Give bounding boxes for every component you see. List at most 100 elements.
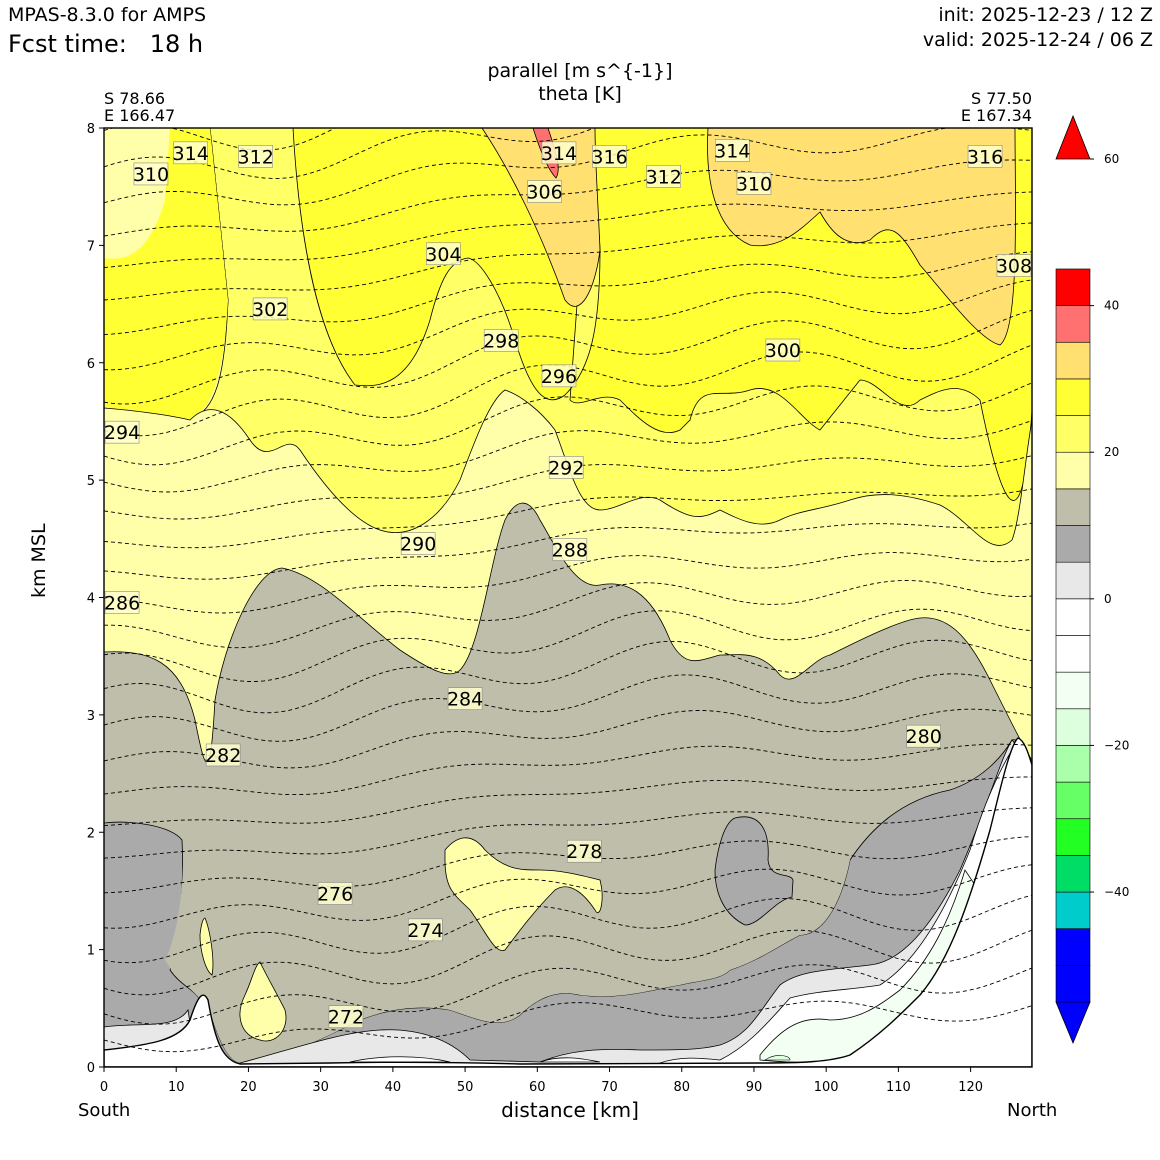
theta-label-text: 272 xyxy=(328,1007,364,1029)
theta-label-box xyxy=(548,456,584,479)
theta-label-text: 312 xyxy=(238,146,274,168)
theta-label-box xyxy=(736,172,772,195)
theta-label-text: 310 xyxy=(736,173,772,195)
right-endpoint-lon: E 167.34 xyxy=(960,106,1032,125)
fill-20-25-blob xyxy=(714,816,794,926)
colorbar-bin xyxy=(1055,891,1091,929)
theta-label-box xyxy=(714,139,750,162)
theta-label-box xyxy=(592,145,627,168)
theta-label-text: 298 xyxy=(483,331,519,353)
theta-label-300: 300 xyxy=(765,338,801,362)
terrain xyxy=(104,737,1032,1067)
theta-contour xyxy=(104,128,596,179)
theta-label-294: 294 xyxy=(104,420,140,444)
theta-label-box xyxy=(426,242,461,266)
theta-label-text: 286 xyxy=(104,592,140,614)
theta-label-text: 316 xyxy=(967,146,1003,168)
colorbar-bin xyxy=(1055,451,1091,490)
colorbar-tick-label: 0 xyxy=(1104,592,1112,606)
y-tick-label: 5 xyxy=(87,474,95,489)
theta-label-box xyxy=(541,141,577,165)
colorbar-bin xyxy=(1055,341,1091,380)
theta-label-text: 296 xyxy=(541,366,577,388)
colorbar-bin xyxy=(1055,781,1091,820)
colorbar-bin xyxy=(1055,745,1091,783)
left-endpoint-lat: S 78.66 xyxy=(104,89,166,108)
south-label: South xyxy=(78,1100,131,1121)
theta-contour xyxy=(104,743,1032,796)
forecast-time-value: 18 h xyxy=(149,30,204,58)
x-tick-label: 70 xyxy=(601,1080,618,1095)
theta-label-284: 284 xyxy=(447,687,483,711)
colorbar-bin xyxy=(1055,268,1091,306)
theta-label-312: 312 xyxy=(646,164,682,188)
theta-label-text: 310 xyxy=(133,164,169,186)
theta-contour xyxy=(104,222,1032,301)
theta-label-box xyxy=(238,145,273,168)
theta-label-text: 276 xyxy=(317,883,353,905)
theta-label-text: 278 xyxy=(566,841,602,863)
theta-contour xyxy=(104,382,1032,466)
theta-label-text: 300 xyxy=(765,340,801,362)
theta-label-box xyxy=(252,297,288,321)
theta-label-text: 312 xyxy=(646,166,682,188)
theta-label-box xyxy=(483,329,519,352)
x-tick-label: 100 xyxy=(814,1080,839,1095)
theta-label-text: 314 xyxy=(173,143,209,165)
theta-contour xyxy=(104,420,1032,493)
colorbar-bin xyxy=(1055,635,1091,673)
x-tick-label: 120 xyxy=(958,1080,983,1095)
theta-label-312: 312 xyxy=(238,145,274,168)
theta-label-box xyxy=(646,164,681,188)
theta-label-text: 288 xyxy=(552,540,588,562)
colorbar-bin xyxy=(1055,305,1091,343)
colorbar-bin xyxy=(1055,488,1091,526)
theta-contour xyxy=(104,864,1032,929)
x-tick-label: 50 xyxy=(457,1080,474,1095)
y-tick-label: 4 xyxy=(87,592,95,607)
forecast-time: Fcst time: 18 h xyxy=(8,30,203,58)
theta-label-box xyxy=(541,364,577,388)
theta-contour xyxy=(104,894,1032,964)
theta-label-text: 280 xyxy=(906,726,942,748)
theta-label-text: 302 xyxy=(252,299,288,321)
theta-label-text: 282 xyxy=(205,745,241,767)
theta-contour xyxy=(104,159,1032,237)
theta-label-text: 290 xyxy=(400,534,436,556)
init-time: init: 2025-12-23 / 12 Z xyxy=(938,4,1153,26)
theta-label-box xyxy=(552,538,588,561)
colorbar-bin xyxy=(1055,671,1091,710)
theta-label-304: 304 xyxy=(425,242,462,266)
colorbar: 60 40 20 0 −20 −40 xyxy=(1055,114,1129,1045)
colorbar-bin xyxy=(1055,928,1091,966)
forecast-time-label: Fcst time: xyxy=(8,30,127,58)
theta-label-text: 314 xyxy=(541,143,577,165)
theta-contour xyxy=(104,1000,1032,1053)
theta-label-276: 276 xyxy=(317,882,353,905)
x-tick-label: 20 xyxy=(240,1080,257,1095)
fill-30-35-blob xyxy=(444,837,603,951)
theta-label-310: 310 xyxy=(133,162,169,186)
theta-label-302: 302 xyxy=(252,297,288,321)
theta-label-box xyxy=(317,882,353,905)
x-tick-label: 10 xyxy=(168,1080,185,1095)
y-tick-label: 1 xyxy=(87,944,95,959)
theta-contour xyxy=(104,552,1032,614)
colorbar-tick-label: 20 xyxy=(1104,445,1119,459)
theta-label-box xyxy=(104,420,140,444)
y-tick-label: 6 xyxy=(87,357,95,372)
theta-label-306: 306 xyxy=(526,180,563,204)
axes: 0 10 20 30 40 50 60 70 80 90 100 110 120 0 1 2 3 4 5 6 7 8 xyxy=(87,122,1033,1095)
chart-title-parallel: parallel [m s^{-1}] xyxy=(487,60,673,82)
theta-label-text: 274 xyxy=(407,920,443,942)
y-axis-label: km MSL xyxy=(28,523,50,598)
theta-label-316: 316 xyxy=(967,145,1003,168)
x-tick-label: 0 xyxy=(100,1080,108,1095)
theta-label-box xyxy=(447,687,483,710)
colorbar-bin xyxy=(1055,415,1091,453)
theta-contour xyxy=(104,964,1032,1025)
theta-label-314: 314 xyxy=(541,141,577,165)
theta-label-box xyxy=(566,839,602,863)
colorbar-tick-label: −40 xyxy=(1104,885,1129,899)
